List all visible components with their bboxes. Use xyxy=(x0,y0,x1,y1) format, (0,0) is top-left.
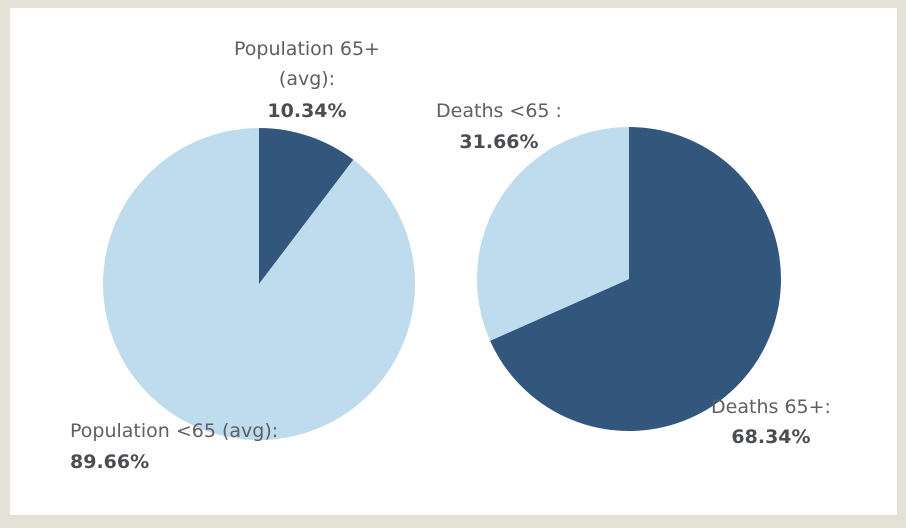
label-population-under65-line1: Population <65 (avg): xyxy=(70,420,278,442)
deaths-pie xyxy=(477,127,782,431)
value-population-under65: 89.66% xyxy=(70,451,149,473)
label-deaths-under65: Deaths <65 : 31.66% xyxy=(436,100,562,153)
slice-population-65plus xyxy=(259,128,354,284)
label-population-65plus-line1: Population 65+ xyxy=(234,38,380,60)
label-population-65plus-line2: (avg): xyxy=(279,68,335,90)
label-population-under65: Population <65 (avg): 89.66% xyxy=(70,420,278,473)
slice-deaths-65plus xyxy=(490,127,782,431)
label-deaths-under65-line1: Deaths <65 : xyxy=(436,100,562,122)
chart-panel: Population 65+ (avg): 10.34% Population … xyxy=(10,8,897,515)
slice-population-under65 xyxy=(103,128,416,440)
label-population-65plus: Population 65+ (avg): 10.34% xyxy=(234,38,380,122)
value-deaths-65plus: 68.34% xyxy=(731,426,810,448)
population-pie xyxy=(103,128,416,440)
value-population-65plus: 10.34% xyxy=(267,100,346,122)
slice-deaths-under65 xyxy=(477,127,629,341)
label-deaths-65plus: Deaths 65+: 68.34% xyxy=(711,396,831,448)
value-deaths-under65: 31.66% xyxy=(459,131,538,153)
label-deaths-65plus-line1: Deaths 65+: xyxy=(711,396,831,418)
pie-charts: Population 65+ (avg): 10.34% Population … xyxy=(70,38,831,473)
